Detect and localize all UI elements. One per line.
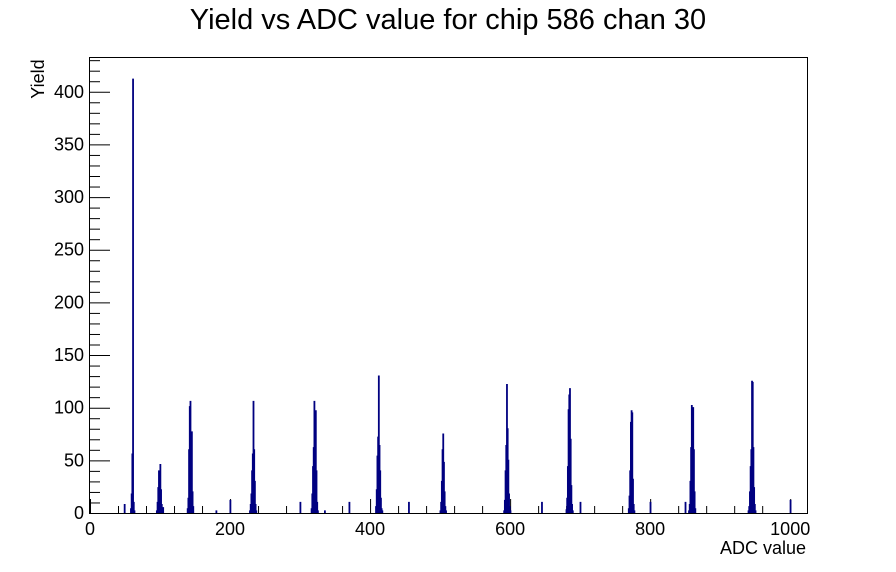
histogram-bar: [631, 412, 634, 513]
histogram-bar: [579, 501, 582, 513]
histogram-bar: [215, 510, 218, 513]
histogram-bar: [381, 510, 384, 513]
histogram-bar: [570, 485, 573, 513]
tick-labels: 0 200 400 600 800 1000 0 50 100 150 200 250 300 350 40…: [54, 82, 810, 539]
histogram-bar: [509, 510, 512, 513]
x-tick-label: 1000: [770, 519, 810, 539]
histogram-bar: [380, 497, 382, 513]
y-tick-label: 400: [54, 82, 84, 102]
histogram-bar: [508, 493, 510, 513]
histogram-bar: [507, 459, 510, 513]
histogram-bar: [684, 501, 687, 513]
histogram-bar: [443, 491, 446, 513]
histogram-bar: [133, 510, 136, 513]
histogram-bar: [571, 504, 573, 513]
axis-ticks: [90, 60, 792, 514]
y-tick-label: 200: [54, 292, 84, 312]
histogram-bar: [132, 78, 134, 513]
histogram-bar: [752, 447, 755, 513]
y-tick-label: 50: [64, 450, 84, 470]
y-tick-label: 0: [74, 503, 84, 523]
histogram-bar: [160, 489, 162, 513]
y-tick-label: 250: [54, 240, 84, 260]
histogram-bar: [632, 478, 634, 513]
x-tick-label: 400: [355, 519, 385, 539]
histogram-bar: [348, 501, 351, 513]
histogram-bar: [162, 507, 165, 513]
histogram-bar: [254, 504, 257, 513]
histogram-bar: [694, 508, 697, 513]
histogram-bar: [159, 464, 162, 513]
histogram-bar: [192, 506, 195, 513]
histogram-bar: [569, 438, 572, 513]
histogram-bar: [649, 501, 652, 513]
histogram-bar: [693, 491, 696, 513]
chart-title: Yield vs ADC value for chip 586 chan 30: [190, 4, 706, 36]
y-axis-label: Yield: [28, 59, 48, 98]
histogram-bar: [789, 499, 792, 513]
x-tick-label: 200: [215, 519, 245, 539]
y-tick-label: 150: [54, 345, 84, 365]
plot-frame: [89, 57, 808, 514]
histogram-bar: [316, 501, 319, 513]
histogram-bar: [443, 461, 445, 513]
histogram-bar: [693, 449, 695, 513]
histogram-bars: [123, 78, 792, 513]
histogram-bar: [753, 487, 756, 513]
histogram-bar: [317, 510, 319, 513]
histogram-bar: [314, 410, 317, 513]
histogram-bar: [753, 504, 756, 513]
histogram-bar: [754, 510, 757, 513]
x-tick-label: 600: [495, 519, 525, 539]
histogram-bar: [255, 510, 258, 513]
y-tick-label: 100: [54, 398, 84, 418]
y-tick-label: 350: [54, 134, 84, 154]
histogram-bar: [123, 504, 126, 513]
histogram-bar: [160, 504, 163, 513]
histogram-bar: [315, 470, 318, 513]
histogram-bar: [445, 510, 447, 513]
histogram-bar: [632, 504, 635, 513]
x-tick-label: 800: [635, 519, 665, 539]
histogram-bar: [299, 501, 302, 513]
histogram-bar: [571, 510, 574, 513]
histogram-bar: [508, 506, 511, 513]
histogram-bar: [132, 501, 135, 513]
histogram-bar: [324, 510, 326, 513]
x-tick-label: 0: [85, 519, 95, 539]
histogram-bar: [253, 480, 256, 513]
histogram-bar: [190, 431, 193, 513]
histogram-bar: [229, 499, 232, 513]
x-axis-label: ADC value: [720, 538, 806, 558]
histogram-bar: [408, 501, 410, 513]
histogram-bar: [379, 470, 382, 513]
histogram-bar: [377, 375, 380, 513]
histogram-bar: [191, 491, 194, 513]
histogram-bar: [541, 501, 543, 513]
histogram-bar: [633, 510, 636, 513]
histogram-bar: [444, 506, 447, 513]
y-tick-label: 300: [54, 187, 84, 207]
